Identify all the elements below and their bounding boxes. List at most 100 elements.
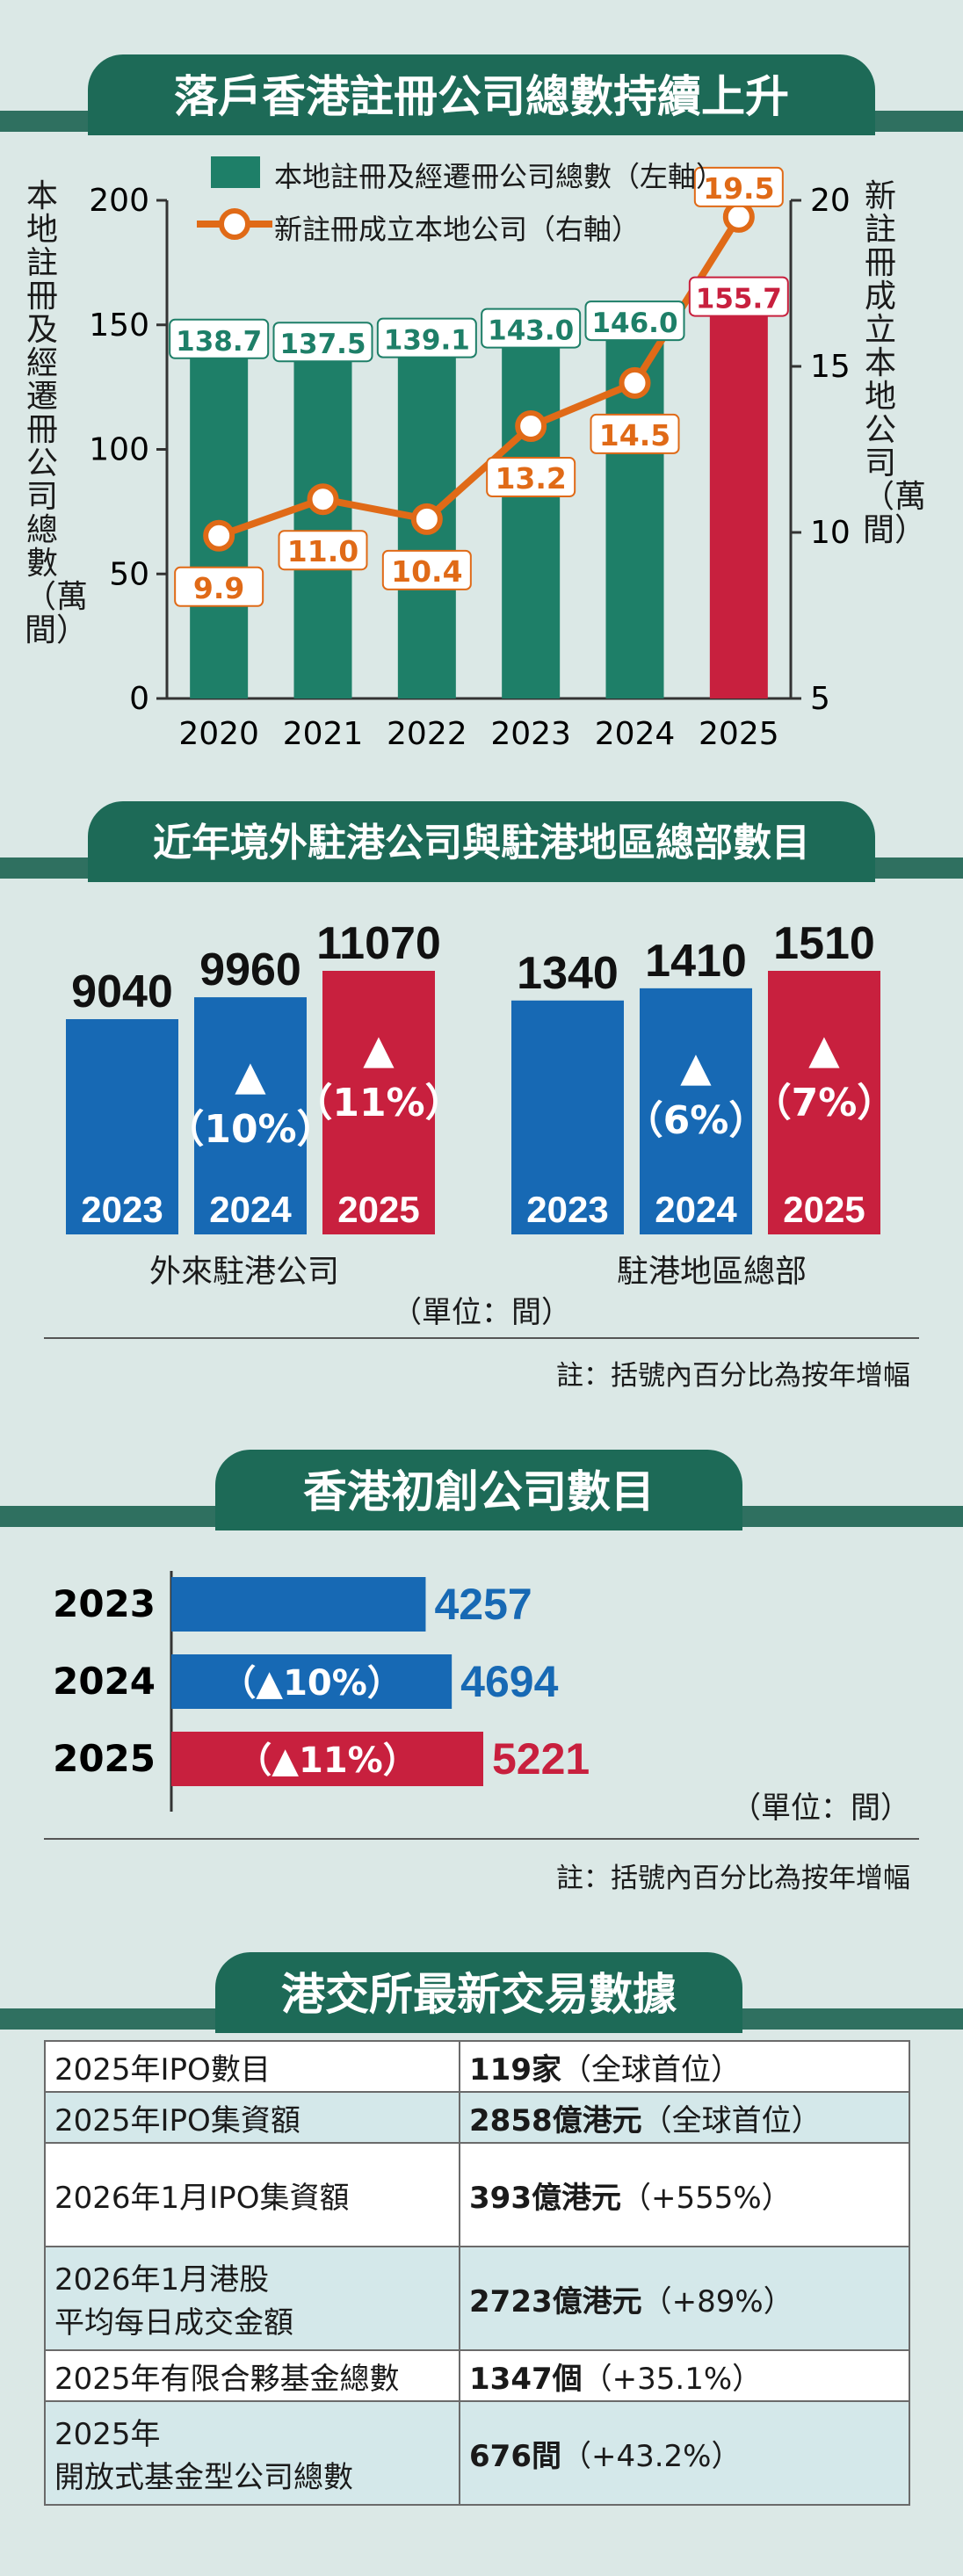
section3-title: 香港初創公司數目: [215, 1450, 742, 1530]
row-value-main: 119家: [469, 2051, 561, 2088]
x-tick-label: 2021: [283, 716, 364, 752]
bar-label-box: [584, 300, 685, 342]
bar-label-box: [481, 308, 582, 349]
line-label: 13.2: [495, 461, 566, 496]
section4-header: 港交所最新交易數據: [0, 1952, 963, 2033]
s3-note: 註：括號內百分比為按年增幅: [556, 1863, 910, 1894]
bar-label: 146.0: [591, 308, 677, 339]
y-tick-label: 2024: [53, 1660, 156, 1703]
bar-value-label: 4694: [460, 1657, 558, 1706]
chart1-right-axis-label: 新註冊成立本地公司（萬間）: [863, 178, 927, 548]
x-tick-label: 2020: [178, 716, 259, 752]
left-tick-label: 0: [129, 681, 149, 717]
bar-2025: [171, 1732, 483, 1786]
row-label-line2: 開放式基金型公司總數: [54, 2460, 353, 2495]
bar-year-label: 2025: [337, 1189, 419, 1230]
s2-unit: （單位：間）: [392, 1295, 571, 1330]
line-label-box: [486, 457, 576, 498]
bar-2025: [709, 310, 768, 698]
bar-year-label: 2023: [526, 1189, 608, 1230]
row-value-extra: （全球首位）: [641, 2102, 822, 2138]
change-label: （11%）: [293, 1081, 463, 1125]
bar-value-label: 1510: [773, 918, 875, 969]
row-value-main: 2858億港元: [469, 2102, 642, 2138]
group1-label: 外來駐港公司: [148, 1254, 339, 1290]
right-tick-label: 5: [810, 681, 830, 717]
row-label-line1: 2025年: [54, 2417, 161, 2452]
row-value-extra: （全球首位）: [561, 2051, 741, 2088]
left-tick-label: 200: [89, 183, 149, 219]
section2-header: 近年境外駐港公司與駐港地區總部數目: [0, 801, 963, 882]
row-value: 1347個（+35.1%）: [459, 2349, 910, 2402]
change-label: （10%）: [165, 1107, 335, 1152]
right-tick-label: 20: [810, 183, 851, 219]
bar-2023: [502, 342, 561, 698]
row-value-extra: （+555%）: [620, 2180, 792, 2216]
row-value-main: 2723億港元: [469, 2283, 642, 2319]
change-arrow: ▲: [680, 1043, 712, 1090]
bar-year-label: 2024: [655, 1189, 737, 1230]
bar-label: 137.5: [279, 329, 366, 360]
change-arrow: ▲: [808, 1025, 840, 1073]
bar-label-box: [272, 322, 373, 363]
chart1-left-axis-label: 本地註冊及經遷冊公司總數（萬間）: [25, 178, 89, 648]
row-value: 393億港元（+555%）: [459, 2142, 910, 2247]
row-label: 2025年IPO數目: [44, 2040, 460, 2093]
bar-駐港地區總部-2025: [768, 971, 880, 1234]
section4-title: 港交所最新交易數據: [215, 1952, 742, 2033]
hkex-table: 2025年IPO數目 119家（全球首位） 2025年IPO集資額 2858億港元（全…: [44, 2040, 910, 2506]
table-row: 2026年1月港股 平均每日成交金額 2723億港元（+89%）: [44, 2246, 910, 2351]
row-label: 2025年有限合夥基金總數: [44, 2349, 460, 2402]
line-label: 9.9: [193, 571, 244, 605]
chart2-svg: 9040 2023 9960 2024 ▲ （10%） 11070 2025 ▲ （11%） 134…: [66, 918, 895, 1234]
y-tick-label: 2023: [53, 1582, 156, 1625]
row-value-main: 676間: [469, 2438, 561, 2474]
table-row: 2025年IPO數目 119家（全球首位）: [44, 2040, 910, 2093]
bar-外來駐港公司-2025: [322, 971, 435, 1234]
row-label-line1: 2025年IPO數目: [54, 2051, 271, 2088]
line-series: [217, 214, 742, 539]
line-label-box: [174, 566, 264, 607]
legend-line-swatch: [197, 208, 272, 240]
bar-2024: [171, 1654, 453, 1709]
row-label: 2025年IPO集資額: [44, 2091, 460, 2144]
line-point: [722, 200, 755, 233]
bar-year-label: 2025: [783, 1189, 865, 1230]
line-label-box: [381, 549, 472, 590]
bar-label: 139.1: [384, 325, 470, 357]
line-label: 10.4: [391, 554, 462, 589]
row-label-line1: 2025年有限合夥基金總數: [54, 2361, 400, 2397]
row-value: 676間（+43.2%）: [459, 2400, 910, 2506]
bar-駐港地區總部-2024: [640, 988, 752, 1234]
bar-value-label: 1410: [645, 936, 747, 987]
x-tick-label: 2024: [595, 716, 676, 752]
row-value-extra: （+43.2%）: [561, 2438, 742, 2474]
bar-year-label: 2024: [209, 1189, 292, 1230]
bar-label: 155.7: [696, 284, 782, 315]
right-tick-label: 15: [810, 349, 851, 385]
line-label: 14.5: [599, 418, 670, 452]
row-value-extra: （+35.1%）: [582, 2361, 763, 2397]
change-arrow: ▲: [235, 1052, 266, 1099]
bar-label-box: [169, 318, 270, 359]
row-value-main: 393億港元: [469, 2180, 621, 2216]
line-point: [410, 503, 443, 535]
divider: [44, 1337, 919, 1339]
legend-bar-label: 本地註冊及經遷冊公司總數（左軸）: [274, 160, 725, 193]
x-tick-label: 2025: [699, 716, 779, 752]
bar-駐港地區總部-2023: [511, 1000, 624, 1234]
change-arrow: ▲: [363, 1025, 395, 1073]
line-label-box: [590, 413, 680, 454]
section3-header: 香港初創公司數目: [0, 1450, 963, 1530]
table-row: 2025年開放式基金型公司總數 676間（+43.2%）: [44, 2400, 910, 2506]
group2-label: 駐港地區總部: [616, 1254, 807, 1290]
bar-value-label: 5221: [492, 1734, 590, 1784]
row-value: 119家（全球首位）: [459, 2040, 910, 2093]
row-label: 2026年1月IPO集資額: [44, 2142, 460, 2247]
row-label-line2: 平均每日成交金額: [54, 2305, 293, 2341]
section2-title: 近年境外駐港公司與駐港地區總部數目: [88, 801, 875, 882]
bar-外來駐港公司-2023: [66, 1019, 178, 1234]
bar-label-box: [376, 317, 477, 358]
legend-bar-swatch: [211, 156, 260, 188]
x-tick-label: 2022: [387, 716, 467, 752]
